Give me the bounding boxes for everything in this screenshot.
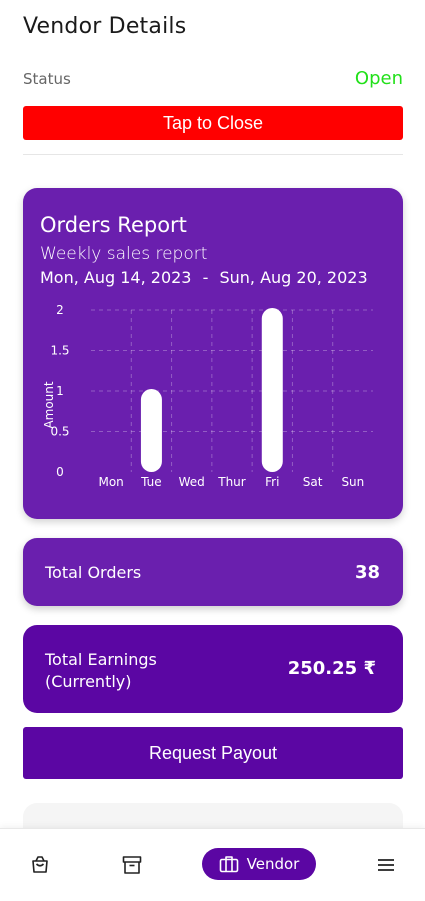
date-separator: - <box>202 268 209 287</box>
report-subtitle: Weekly sales report <box>40 244 208 264</box>
bottom-navigation: Vendor <box>0 828 425 901</box>
y-tick-label: 0 <box>56 465 64 479</box>
orders-report-card: Orders Report Weekly sales report Mon, A… <box>23 188 403 519</box>
total-earnings-value: 250.25 ₹ <box>287 658 376 679</box>
x-tick-label: Sun <box>341 475 364 489</box>
total-earnings-card: Total Earnings (Currently) 250.25 ₹ <box>23 625 403 713</box>
bar-fri <box>261 308 283 472</box>
status-value: Open <box>354 68 403 89</box>
page-title: Vendor Details <box>23 14 187 39</box>
nav-item-vendor-label: Vendor <box>246 855 300 873</box>
y-axis-label: Amount <box>42 381 56 428</box>
status-label: Status <box>23 70 71 88</box>
total-orders-label: Total Orders <box>45 563 142 582</box>
divider <box>23 154 403 155</box>
x-tick-label: Tue <box>140 475 162 489</box>
report-date-range: Mon, Aug 14, 2023 - Sun, Aug 20, 2023 <box>40 268 368 287</box>
archive-box-icon[interactable] <box>121 854 143 876</box>
x-tick-label: Sat <box>303 475 323 489</box>
y-tick-label: 1 <box>56 384 64 398</box>
report-title: Orders Report <box>40 213 187 237</box>
date-end: Sun, Aug 20, 2023 <box>219 268 368 287</box>
x-tick-label: Wed <box>179 475 205 489</box>
y-tick-label: 2 <box>56 303 64 317</box>
nav-item-vendor[interactable]: Vendor <box>202 848 316 880</box>
x-tick-label: Mon <box>98 475 123 489</box>
y-tick-label: 1.5 <box>50 344 69 358</box>
briefcase-icon <box>219 855 239 873</box>
weekly-sales-chart: 0 0.5 1 1.5 2 Amount Mon Tue Wed Thur Fri Sat Sun <box>42 303 373 489</box>
shopping-bag-icon[interactable] <box>29 854 51 876</box>
x-tick-label: Fri <box>265 475 279 489</box>
y-tick-label: 0.5 <box>50 425 69 439</box>
earnings-label-line1: Total Earnings <box>45 650 157 669</box>
total-orders-card: Total Orders 38 <box>23 538 403 606</box>
request-payout-button[interactable]: Request Payout <box>23 727 403 779</box>
earnings-label-line2: (Currently) <box>45 672 132 691</box>
menu-icon[interactable] <box>375 854 397 876</box>
total-earnings-label: Total Earnings (Currently) <box>45 649 225 693</box>
date-start: Mon, Aug 14, 2023 <box>40 268 192 287</box>
x-tick-label: Thur <box>217 475 246 489</box>
total-orders-value: 38 <box>354 562 380 583</box>
tap-to-close-button[interactable]: Tap to Close <box>23 106 403 140</box>
bar-tue <box>140 389 162 472</box>
